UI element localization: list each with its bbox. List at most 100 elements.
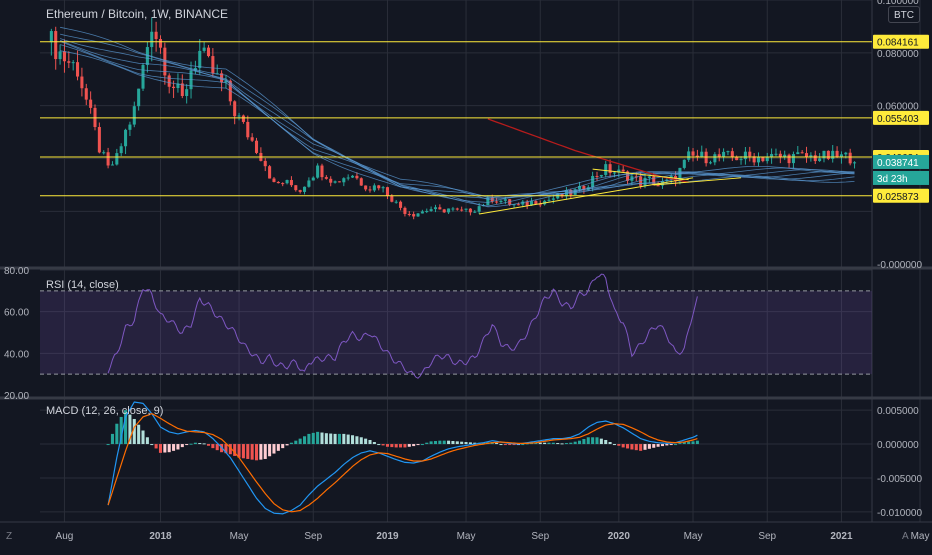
- macd-histogram-bar: [324, 433, 328, 445]
- macd-histogram-bar: [272, 444, 276, 454]
- macd-histogram-bar: [276, 444, 280, 451]
- macd-histogram-bar: [333, 433, 337, 445]
- candle-body: [848, 152, 852, 164]
- candle-body: [853, 162, 857, 164]
- candle-body: [464, 208, 468, 210]
- candle-body: [185, 89, 189, 97]
- candle-body: [826, 150, 830, 159]
- macd-histogram-bar: [660, 444, 664, 447]
- candle-body: [124, 129, 128, 147]
- macd-histogram-bar: [206, 444, 211, 446]
- macd-histogram-bar: [337, 433, 341, 445]
- macd-histogram-bar: [495, 443, 499, 445]
- candle-body: [778, 153, 782, 157]
- moving-average-line: [59, 44, 855, 207]
- macd-histogram-bar: [481, 442, 486, 445]
- macd-histogram-bar: [578, 440, 582, 445]
- macd-histogram-bar: [447, 440, 451, 445]
- macd-histogram-bar: [407, 444, 411, 447]
- time-axis-tick: May: [230, 531, 249, 542]
- candle-body: [268, 166, 272, 179]
- macd-histogram-bar: [652, 444, 656, 448]
- rsi-axis-tick: 40.00: [4, 349, 29, 360]
- candle-body: [263, 160, 267, 167]
- candle-body: [822, 150, 826, 159]
- macd-axis-tick: -0.005000: [877, 474, 922, 485]
- macd-histogram-bar: [647, 444, 651, 449]
- macd-histogram-bar: [320, 432, 324, 445]
- rsi-title: RSI (14, close): [46, 279, 119, 291]
- auto-scale-button[interactable]: A: [902, 531, 909, 542]
- candle-body: [206, 47, 211, 57]
- candle-body: [316, 165, 320, 178]
- candle-body: [713, 154, 717, 163]
- candle-body: [420, 211, 424, 214]
- candle-body: [831, 150, 835, 159]
- macd-histogram-bar: [695, 440, 699, 445]
- candle-body: [591, 175, 595, 188]
- candle-body: [320, 165, 324, 178]
- macd-histogram-bar: [551, 442, 555, 445]
- macd-histogram-bar: [687, 441, 691, 445]
- candle-body: [499, 200, 503, 203]
- macd-histogram-bar: [399, 444, 403, 448]
- candle-body: [787, 154, 791, 164]
- trendline: [479, 177, 694, 215]
- macd-histogram-bar: [294, 440, 298, 445]
- macd-histogram-bar: [608, 442, 612, 445]
- candle-body: [115, 153, 119, 165]
- candle-body: [800, 152, 804, 154]
- macd-histogram-bar: [573, 441, 577, 445]
- candle-body: [647, 176, 651, 178]
- macd-histogram-bar: [246, 444, 250, 459]
- macd-histogram-bar: [268, 444, 272, 457]
- macd-histogram-bar: [346, 434, 350, 445]
- candle-body: [67, 61, 71, 63]
- time-axis-tick: 2021: [830, 531, 853, 542]
- candle-body: [708, 162, 713, 164]
- time-axis-tick: 2018: [149, 531, 172, 542]
- macd-histogram-bar: [425, 442, 429, 445]
- candle-body: [495, 201, 499, 203]
- macd-histogram-bar: [564, 443, 568, 445]
- candle-body: [97, 127, 101, 153]
- countdown-tag: [873, 170, 929, 185]
- macd-histogram-bar: [285, 444, 289, 446]
- candle-body: [84, 88, 88, 100]
- macd-histogram-bar: [403, 444, 407, 448]
- macd-histogram-bar: [451, 441, 455, 445]
- candle-body: [756, 156, 761, 163]
- macd-histogram-bar: [189, 443, 193, 445]
- candle-body: [813, 155, 817, 162]
- candle-body: [473, 211, 477, 213]
- candle-body: [468, 208, 472, 213]
- level-tag: [873, 188, 929, 203]
- candle-body: [534, 201, 538, 205]
- candle-body: [333, 181, 337, 183]
- macd-histogram-bar: [150, 444, 154, 446]
- macd-histogram-bar: [137, 424, 141, 445]
- macd-histogram-bar: [630, 444, 634, 450]
- timezone-button[interactable]: Z: [6, 531, 13, 542]
- candle-body: [525, 201, 529, 206]
- moving-average-line: [59, 41, 855, 203]
- candle-body: [595, 175, 599, 177]
- macd-histogram-bar: [521, 444, 525, 446]
- candle-body: [150, 31, 154, 48]
- candle-body: [364, 185, 368, 190]
- time-axis-tick: Sep: [758, 531, 776, 542]
- rsi-axis-tick: 60.00: [4, 308, 29, 319]
- candle-body: [342, 178, 346, 183]
- macd-histogram-bar: [503, 444, 507, 446]
- macd-histogram-bar: [626, 444, 630, 449]
- macd-histogram-bar: [202, 443, 206, 445]
- candle-body: [132, 106, 136, 125]
- candle-body: [329, 178, 333, 183]
- candle-body: [643, 177, 647, 186]
- candle-body: [54, 31, 58, 60]
- macd-histogram-bar: [298, 438, 302, 445]
- candle-body: [250, 137, 254, 141]
- currency-button[interactable]: BTC: [888, 6, 920, 23]
